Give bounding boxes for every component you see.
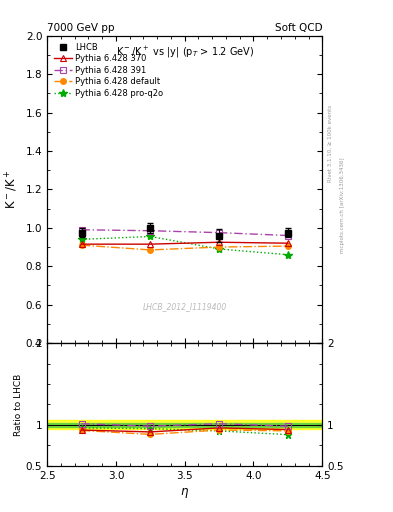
Y-axis label: Ratio to LHCB: Ratio to LHCB [14, 373, 23, 436]
Text: mcplots.cern.ch [arXiv:1306.3436]: mcplots.cern.ch [arXiv:1306.3436] [340, 157, 345, 252]
Bar [47, 420, 322, 430]
Text: K$^-$/K$^+$ vs |y| (p$_{T}$ > 1.2 GeV): K$^-$/K$^+$ vs |y| (p$_{T}$ > 1.2 GeV) [116, 45, 254, 60]
Bar [47, 423, 322, 427]
X-axis label: $\eta$: $\eta$ [180, 486, 189, 500]
Y-axis label: K$^-$/K$^+$: K$^-$/K$^+$ [4, 169, 20, 209]
Legend: LHCB, Pythia 6.428 370, Pythia 6.428 391, Pythia 6.428 default, Pythia 6.428 pro: LHCB, Pythia 6.428 370, Pythia 6.428 391… [51, 40, 166, 100]
Text: Rivet 3.1.10, ≥ 100k events: Rivet 3.1.10, ≥ 100k events [328, 105, 333, 182]
Text: 7000 GeV pp: 7000 GeV pp [47, 23, 115, 33]
Text: Soft QCD: Soft QCD [275, 23, 322, 33]
Text: LHCB_2012_I1119400: LHCB_2012_I1119400 [143, 302, 227, 311]
